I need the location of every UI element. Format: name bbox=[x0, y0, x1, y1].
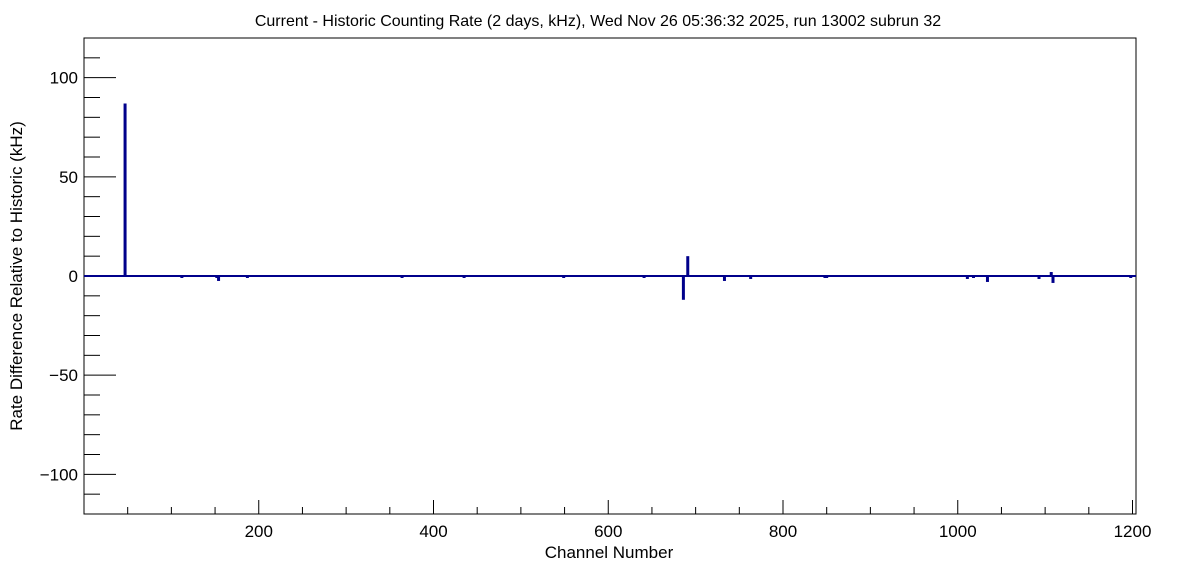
y-tick-label: 50 bbox=[59, 168, 78, 187]
y-tick-label: 0 bbox=[69, 267, 78, 286]
y-tick-label: 100 bbox=[50, 69, 78, 88]
y-axis: −100 −50 0 50 100 bbox=[40, 57, 116, 495]
x-axis-label: Channel Number bbox=[545, 543, 674, 562]
x-tick-label: 800 bbox=[769, 522, 797, 541]
x-tick-label: 600 bbox=[594, 522, 622, 541]
y-tick-label: −100 bbox=[40, 465, 78, 484]
x-tick-label: 200 bbox=[245, 522, 273, 541]
y-tick-label: −50 bbox=[49, 366, 78, 385]
x-axis: 200 400 600 800 1000 1200 bbox=[127, 500, 1152, 541]
x-tick-label: 1000 bbox=[939, 522, 977, 541]
x-tick-label: 1200 bbox=[1114, 522, 1152, 541]
x-tick-label: 400 bbox=[419, 522, 447, 541]
y-axis-label: Rate Difference Relative to Historic (kH… bbox=[7, 121, 26, 431]
data-series bbox=[84, 103, 1136, 300]
chart-title: Current - Historic Counting Rate (2 days… bbox=[255, 13, 941, 30]
